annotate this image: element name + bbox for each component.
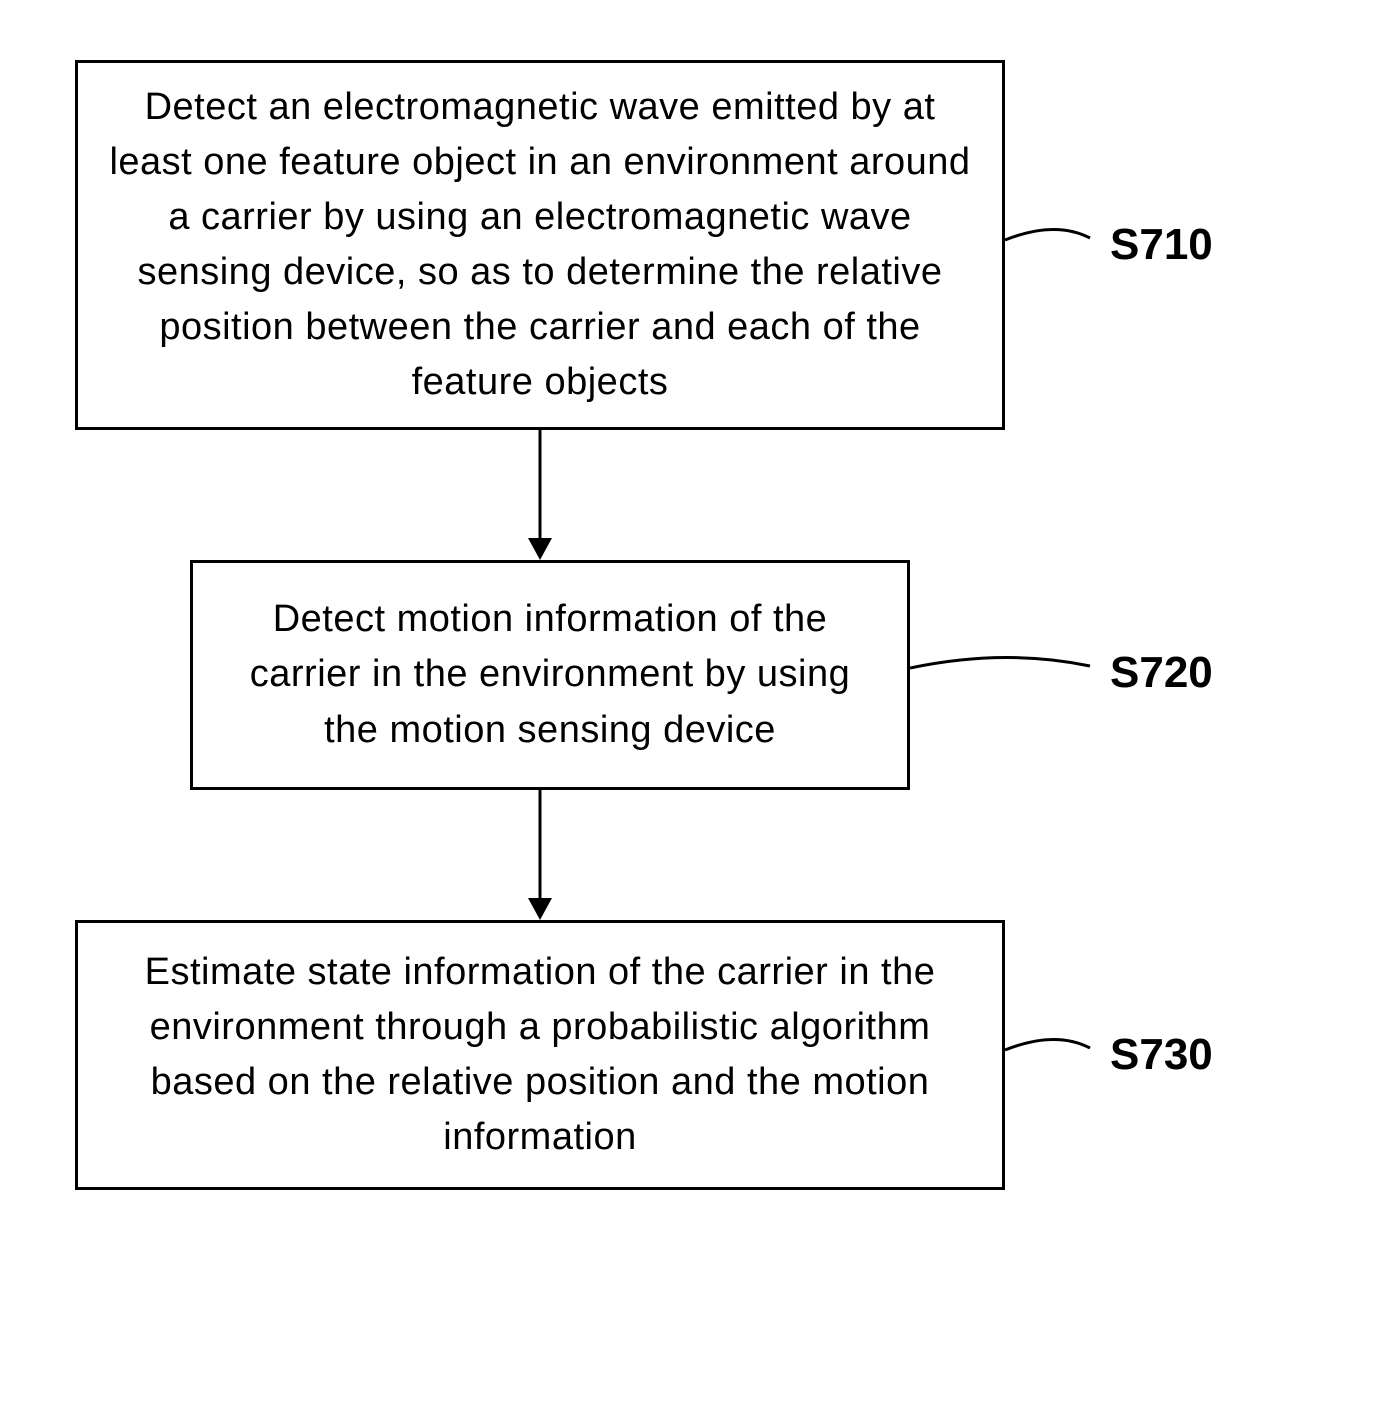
flowchart-step-2: Detect motion information of the carrier… (190, 560, 910, 790)
step-label-s730: S730 (1110, 1030, 1213, 1080)
step-1-text: Detect an electromagnetic wave emitted b… (108, 80, 972, 411)
arrow-2-to-3 (520, 790, 560, 925)
arrow-1-to-2 (520, 430, 560, 565)
connector-line-3 (1005, 1030, 1100, 1070)
step-2-text: Detect motion information of the carrier… (223, 592, 877, 757)
step-3-text: Estimate state information of the carrie… (108, 945, 972, 1165)
connector-line-2 (910, 648, 1100, 688)
step-label-s710: S710 (1110, 220, 1213, 270)
flowchart-step-3: Estimate state information of the carrie… (75, 920, 1005, 1190)
flowchart-step-1: Detect an electromagnetic wave emitted b… (75, 60, 1005, 430)
connector-line-1 (1005, 220, 1100, 260)
step-label-s720: S720 (1110, 648, 1213, 698)
